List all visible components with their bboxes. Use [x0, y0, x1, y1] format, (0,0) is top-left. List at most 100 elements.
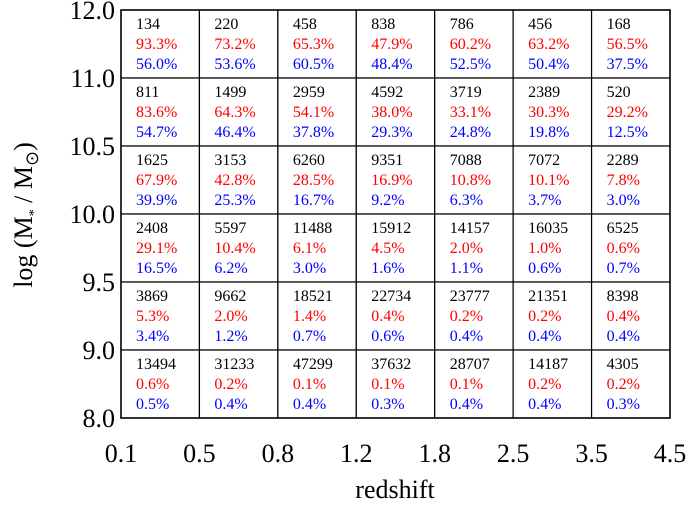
cell-blue: 3.0% [607, 192, 640, 209]
cell-red: 1.0% [528, 240, 561, 257]
cell-red: 16.9% [371, 172, 412, 189]
cell-box [120, 349, 201, 419]
cell-blue: 3.4% [136, 328, 169, 345]
cell-count: 13494 [136, 356, 176, 373]
cell-box [277, 281, 357, 351]
cell-red: 0.4% [607, 308, 640, 325]
cell-red: 73.2% [214, 36, 255, 53]
cell-red: 54.1% [293, 104, 334, 121]
cell-count: 520 [607, 84, 631, 101]
cell-count: 7088 [450, 152, 482, 169]
cell-count: 9351 [371, 152, 403, 169]
cell-red: 0.6% [607, 240, 640, 257]
x-tick-label: 3.5 [575, 439, 608, 468]
cell-box [512, 145, 593, 215]
cell-box [120, 9, 201, 79]
cell-box [355, 145, 436, 215]
cell-count: 2959 [293, 84, 325, 101]
y-label-sub: ⊙ [22, 151, 42, 166]
cell-blue: 0.7% [293, 328, 326, 345]
cell-red: 38.0% [371, 104, 412, 121]
y-tick-label: 12.0 [70, 0, 116, 25]
cell-red: 64.3% [214, 104, 255, 121]
cell-count: 9662 [214, 288, 246, 305]
cell-count: 3869 [136, 288, 168, 305]
cell-box [434, 349, 514, 419]
cell-red: 0.2% [528, 308, 561, 325]
cell-blue: 29.3% [371, 124, 412, 141]
cell-red: 67.9% [136, 172, 177, 189]
x-tick-label: 1.8 [418, 439, 451, 468]
cell-count: 458 [293, 16, 317, 33]
y-tick-label: 8.0 [83, 404, 116, 433]
cell-count: 456 [528, 16, 552, 33]
cell-blue: 25.3% [214, 192, 255, 209]
cell-count: 8398 [607, 288, 639, 305]
cell-count: 23777 [450, 288, 490, 305]
y-label-part: ) [9, 142, 38, 151]
cell-box [120, 281, 201, 351]
y-tick-label: 9.0 [83, 336, 116, 365]
y-label-part: / M [9, 166, 38, 209]
cell-count: 14157 [450, 220, 490, 237]
cell-count: 1499 [214, 84, 246, 101]
cell-red: 0.2% [450, 308, 483, 325]
y-axis-label: log (M* / M⊙) [9, 142, 42, 288]
cell-box [355, 349, 436, 419]
cell-box [434, 77, 514, 147]
x-tick-label: 0.5 [183, 439, 216, 468]
cell-box [512, 9, 593, 79]
cell-blue: 0.4% [607, 328, 640, 345]
cell-red: 83.6% [136, 104, 177, 121]
cell-blue: 1.1% [450, 260, 483, 277]
cell-red: 4.5% [371, 240, 404, 257]
cell-blue: 16.5% [136, 260, 177, 277]
y-tick-label: 10.0 [70, 200, 116, 229]
cell-blue: 0.4% [528, 328, 561, 345]
cell-count: 6260 [293, 152, 325, 169]
cell-count: 3719 [450, 84, 482, 101]
cell-box [198, 213, 279, 283]
cell-count: 47299 [293, 356, 333, 373]
cell-red: 1.4% [293, 308, 326, 325]
x-tick-label: 4.5 [654, 439, 687, 468]
cell-box [590, 213, 671, 283]
cell-blue: 0.4% [450, 328, 483, 345]
cell-blue: 0.3% [371, 396, 404, 413]
cell-red: 42.8% [214, 172, 255, 189]
cell-box [434, 145, 514, 215]
cell-count: 2389 [528, 84, 560, 101]
cell-box [277, 145, 357, 215]
cell-count: 168 [607, 16, 631, 33]
x-tick-label: 1.2 [340, 439, 373, 468]
cell-red: 0.1% [371, 376, 404, 393]
cell-red: 0.6% [136, 376, 169, 393]
cell-count: 14187 [528, 356, 568, 373]
cell-blue: 24.8% [450, 124, 491, 141]
cell-count: 6525 [607, 220, 639, 237]
cell-box [198, 145, 279, 215]
cell-red: 29.2% [607, 104, 648, 121]
cell-blue: 19.8% [528, 124, 569, 141]
cell-count: 37632 [371, 356, 411, 373]
cell-blue: 0.6% [371, 328, 404, 345]
cell-red: 6.1% [293, 240, 326, 257]
cell-count: 22734 [371, 288, 411, 305]
cell-box [198, 349, 279, 419]
cell-blue: 3.7% [528, 192, 561, 209]
cell-red: 2.0% [450, 240, 483, 257]
cell-blue: 53.6% [214, 56, 255, 73]
cell-blue: 56.0% [136, 56, 177, 73]
cell-red: 2.0% [214, 308, 247, 325]
cell-red: 29.1% [136, 240, 177, 257]
cell-blue: 52.5% [450, 56, 491, 73]
cell-blue: 37.8% [293, 124, 334, 141]
cell-blue: 0.4% [214, 396, 247, 413]
cell-red: 5.3% [136, 308, 169, 325]
cell-count: 3153 [214, 152, 246, 169]
cell-blue: 12.5% [607, 124, 648, 141]
cell-blue: 0.3% [607, 396, 640, 413]
cell-count: 4592 [371, 84, 403, 101]
cell-blue: 60.5% [293, 56, 334, 73]
